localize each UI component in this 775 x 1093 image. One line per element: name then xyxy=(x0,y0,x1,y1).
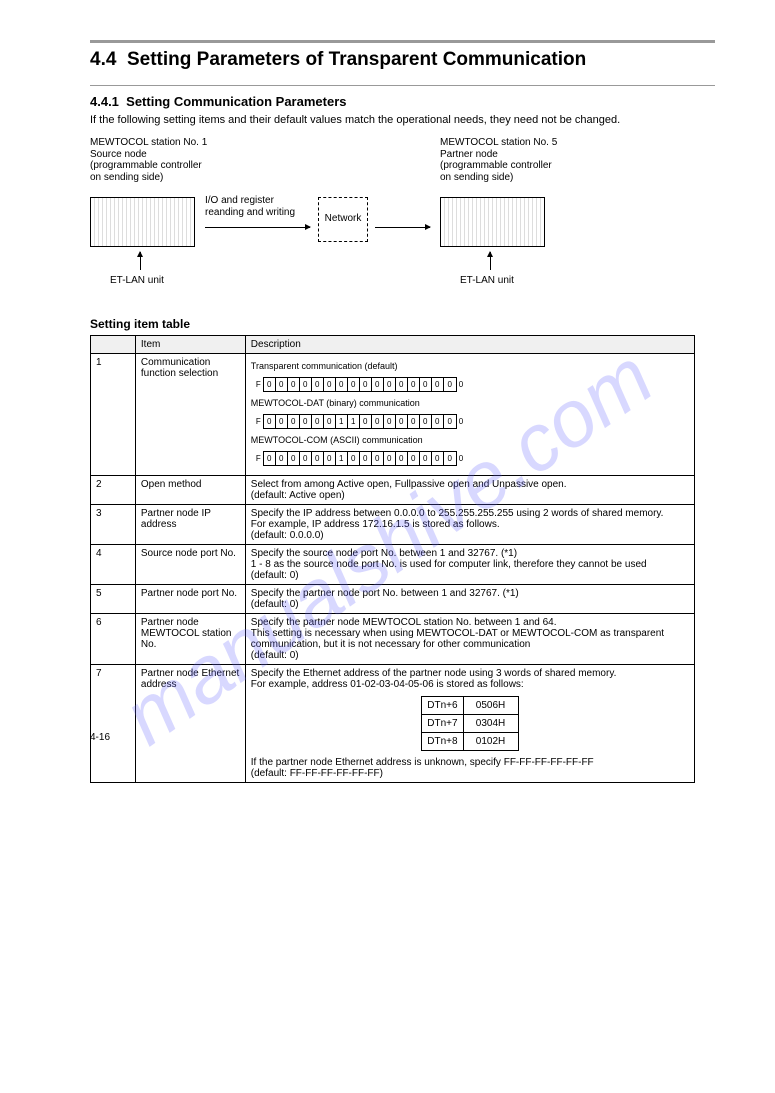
left-plc-icon xyxy=(90,197,195,247)
subsection-title: 4.4.1 Setting Communication Parameters xyxy=(90,94,715,109)
table-header: Description xyxy=(245,336,694,354)
network-box: Network xyxy=(318,197,368,242)
arrow-icon xyxy=(205,227,310,228)
table-row: 4Source node port No.Specify the source … xyxy=(91,545,695,585)
page-content: 4.4 Setting Parameters of Transparent Co… xyxy=(0,0,775,783)
table-row: 1Communication function selectionTranspa… xyxy=(91,354,695,476)
table-row: 7Partner node Ethernet addressSpecify th… xyxy=(91,665,695,783)
et-lan-label-right: ET-LAN unit xyxy=(460,275,514,287)
table-title: Setting item table xyxy=(90,317,715,331)
table-row: 5Partner node port No.Specify the partne… xyxy=(91,585,695,614)
table-header xyxy=(91,336,136,354)
section-title: 4.4 Setting Parameters of Transparent Co… xyxy=(90,49,715,71)
table-row: 3Partner node IP addressSpecify the IP a… xyxy=(91,505,695,545)
io-label: I/O and register reanding and writing xyxy=(205,195,295,218)
table-header-row: Item Description xyxy=(91,336,695,354)
right-node-label: MEWTOCOL station No. 5 Partner node (pro… xyxy=(440,137,557,183)
table-header: Item xyxy=(135,336,245,354)
settings-table: Item Description 1Communication function… xyxy=(90,335,695,783)
table-row: 2Open methodSelect from among Active ope… xyxy=(91,476,695,505)
right-plc-icon xyxy=(440,197,545,247)
table-row: 6Partner node MEWTOCOL station No.Specif… xyxy=(91,614,695,665)
page-number: 4-16 xyxy=(90,732,110,743)
et-lan-label-left: ET-LAN unit xyxy=(110,275,164,287)
header: 4.4 Setting Parameters of Transparent Co… xyxy=(90,40,715,127)
arrow-icon xyxy=(490,252,491,270)
arrow-icon xyxy=(375,227,430,228)
left-node-label: MEWTOCOL station No. 1 Source node (prog… xyxy=(90,137,207,183)
network-diagram: MEWTOCOL station No. 1 Source node (prog… xyxy=(90,137,715,307)
arrow-icon xyxy=(140,252,141,270)
description-text: If the following setting items and their… xyxy=(90,113,715,127)
